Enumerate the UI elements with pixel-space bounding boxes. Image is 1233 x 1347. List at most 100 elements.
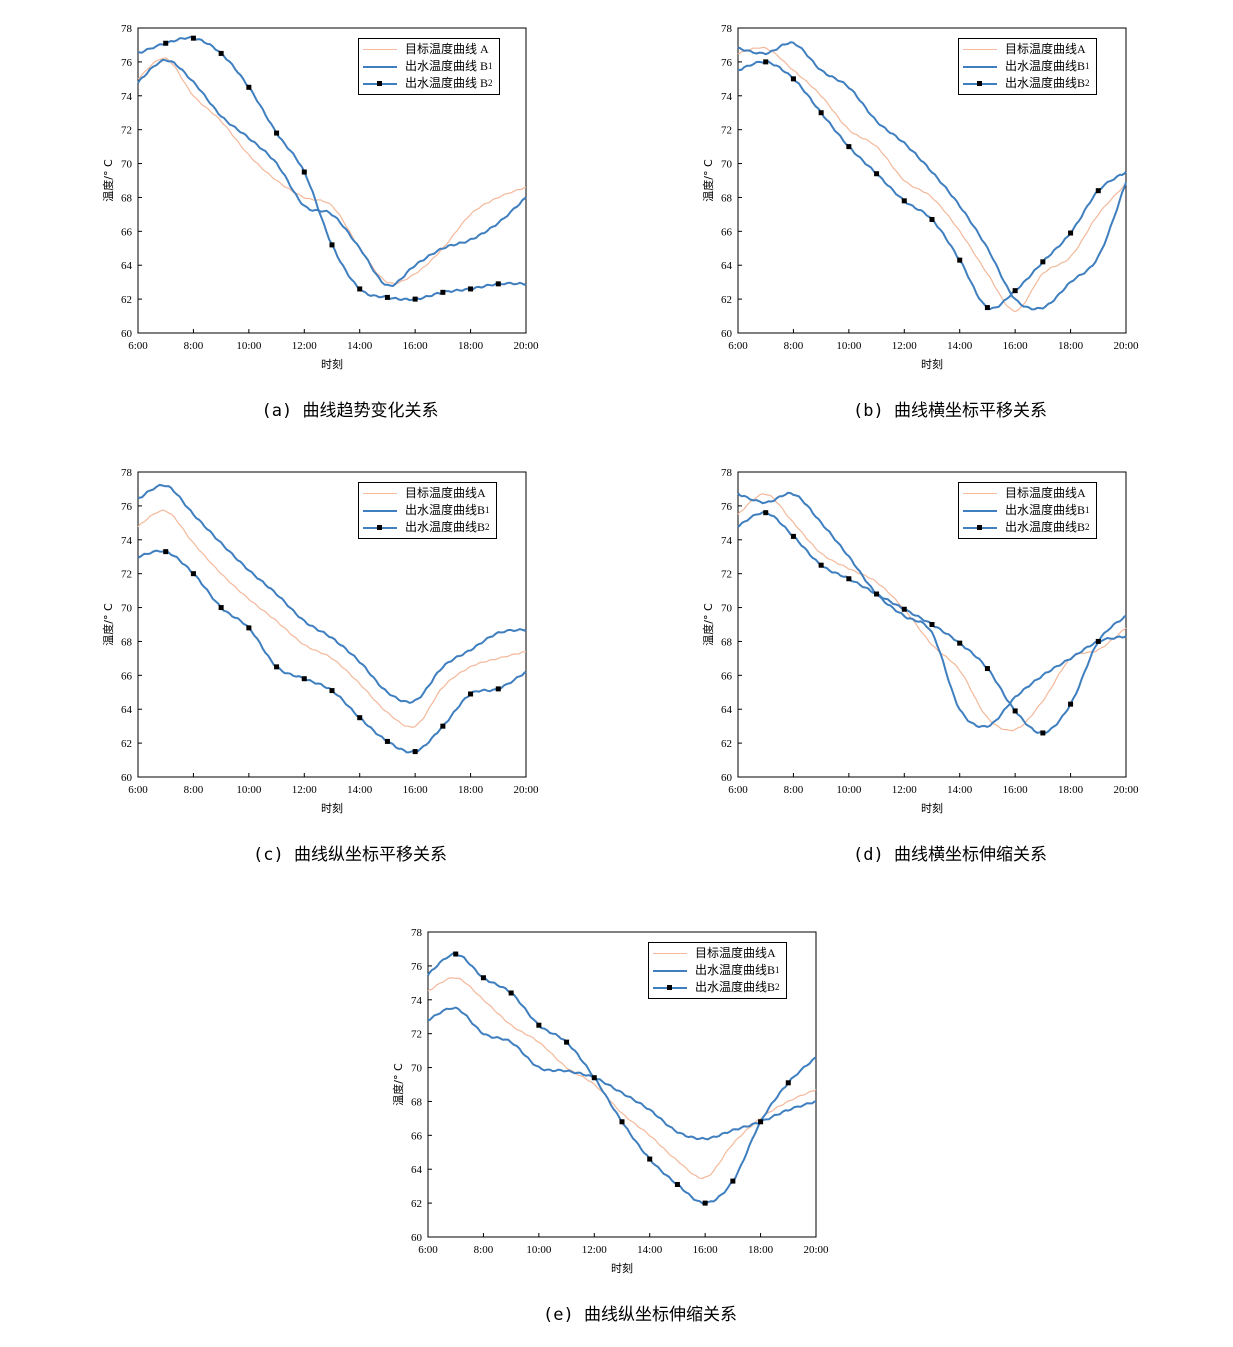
y-tick-label: 70: [721, 159, 733, 171]
x-tick-label: 8:00: [784, 784, 804, 796]
legend-label: 出水温度曲线 B: [405, 76, 489, 90]
x-tick-label: 18:00: [748, 1244, 774, 1256]
x-tick-label: 14:00: [637, 1244, 663, 1256]
x-tick-label: 12:00: [892, 340, 918, 352]
series-b2-marker: [357, 286, 363, 292]
series-b2-marker: [246, 84, 252, 90]
x-tick-label: 14:00: [347, 340, 373, 352]
legend-marker-icon: [377, 81, 382, 86]
x-tick-label: 10:00: [836, 340, 862, 352]
series-b2-marker: [901, 198, 907, 204]
y-axis-label: 温度/° C: [701, 603, 715, 646]
series-b2-marker: [218, 605, 224, 611]
legend-label-subscript: 1: [775, 965, 780, 975]
figure-caption: (d) 曲线横坐标伸缩关系: [853, 845, 1047, 865]
x-tick-label: 16:00: [1003, 784, 1029, 796]
series-b2-marker: [274, 130, 280, 136]
chart-legend: 目标温度曲线A 出水温度曲线B 1 出水温度曲线B 2: [648, 942, 787, 999]
series-b2-marker: [1040, 730, 1046, 736]
x-tick-label: 18:00: [458, 340, 484, 352]
y-axis-label: 温度/° C: [101, 603, 115, 646]
x-tick-label: 20:00: [513, 784, 539, 796]
y-tick-label: 68: [721, 192, 733, 204]
series-b2-marker: [329, 242, 335, 248]
y-tick-label: 62: [121, 738, 132, 750]
y-tick-label: 72: [411, 1029, 422, 1041]
series-line-b2: [737, 60, 1127, 310]
legend-label-subscript: 2: [1085, 78, 1090, 88]
y-tick-label: 68: [121, 192, 133, 204]
x-tick-label: 12:00: [292, 340, 318, 352]
y-tick-label: 76: [721, 57, 733, 69]
series-b2-marker: [1012, 708, 1018, 714]
legend-marker-icon: [977, 525, 982, 530]
series-b2-marker: [453, 951, 459, 957]
series-b2-marker: [874, 171, 880, 177]
x-tick-label: 16:00: [403, 784, 429, 796]
figure-caption: (a) 曲线趋势变化关系: [261, 401, 439, 421]
y-tick-label: 78: [411, 927, 423, 939]
legend-label: 出水温度曲线B: [1005, 59, 1086, 73]
series-line-b1: [737, 491, 1127, 729]
y-tick-label: 78: [121, 23, 133, 35]
series-b2-marker: [1095, 638, 1101, 644]
legend-swatch: [963, 519, 997, 536]
series-b2-marker: [468, 286, 474, 292]
y-tick-label: 70: [411, 1063, 423, 1075]
chart-legend: 目标温度曲线A 出水温度曲线B 1 出水温度曲线B 2: [958, 482, 1097, 539]
y-tick-label: 74: [121, 535, 133, 547]
legend-label: 目标温度曲线A: [405, 486, 486, 500]
legend-label: 目标温度曲线 A: [405, 42, 489, 56]
x-tick-label: 8:00: [184, 340, 204, 352]
legend-label-subscript: 2: [775, 982, 780, 992]
x-tick-label: 10:00: [526, 1244, 552, 1256]
series-b2-marker: [384, 738, 390, 744]
series-line-a: [737, 46, 1127, 313]
x-axis-label: 时刻: [921, 357, 943, 371]
series-b2-marker: [1068, 701, 1074, 707]
x-tick-label: 10:00: [236, 784, 262, 796]
x-tick-label: 20:00: [513, 340, 539, 352]
x-axis-label: 时刻: [921, 801, 943, 815]
y-tick-label: 74: [411, 995, 423, 1007]
x-tick-label: 12:00: [892, 784, 918, 796]
series-b2-marker: [480, 975, 486, 981]
y-tick-label: 74: [721, 91, 733, 103]
series-line-b1: [137, 58, 527, 287]
series-b2-marker: [1095, 188, 1101, 194]
legend-swatch: [363, 58, 397, 75]
chart-svg: 60 62 64 66 68 70 72 74 76 78 6:00 8:00 10:00 12:00 14…: [101, 23, 539, 371]
legend-item-b1: 出水温度曲线B 1: [963, 58, 1090, 75]
series-b2-marker: [246, 625, 252, 631]
legend-item-b1: 出水温度曲线B 1: [363, 502, 490, 519]
series-b2-marker: [412, 749, 418, 755]
x-tick-label: 8:00: [184, 784, 204, 796]
figure-caption: (c) 曲线纵坐标平移关系: [253, 845, 447, 865]
y-tick-label: 70: [121, 159, 133, 171]
x-tick-label: 10:00: [236, 340, 262, 352]
series-line-a: [737, 493, 1127, 732]
series-b2-marker: [763, 510, 769, 516]
y-tick-label: 62: [411, 1198, 422, 1210]
legend-label-subscript: 1: [1085, 505, 1090, 515]
legend-label: 出水温度曲线B: [1005, 503, 1086, 517]
figure-caption: (b) 曲线横坐标平移关系: [853, 401, 1047, 421]
legend-label-subscript: 1: [485, 505, 490, 515]
series-b2-marker: [730, 1178, 736, 1184]
legend-label: 目标温度曲线A: [1005, 486, 1086, 500]
y-tick-label: 68: [411, 1096, 423, 1108]
y-tick-label: 72: [121, 569, 132, 581]
legend-swatch: [363, 41, 397, 58]
chart-legend: 目标温度曲线A 出水温度曲线B 1 出水温度曲线B 2: [958, 38, 1097, 95]
series-b2-marker: [301, 169, 307, 175]
y-tick-label: 64: [721, 704, 733, 716]
series-b2-marker: [190, 35, 196, 41]
y-tick-label: 72: [721, 125, 732, 137]
series-b2-marker: [818, 110, 824, 116]
x-tick-label: 14:00: [347, 784, 373, 796]
y-tick-label: 68: [721, 636, 733, 648]
x-tick-label: 6:00: [128, 784, 148, 796]
plot-frame: [737, 471, 1127, 778]
y-tick-label: 60: [721, 328, 733, 340]
